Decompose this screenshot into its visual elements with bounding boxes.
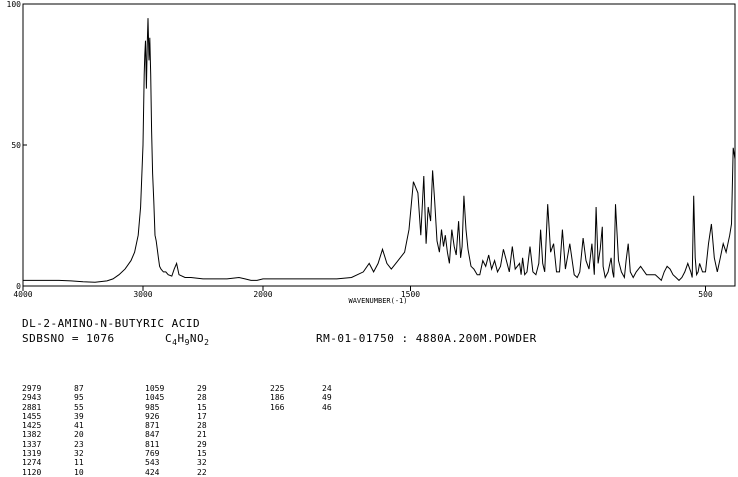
- peak-table-column-1: 2979 87 2943 95 2881 55 1455 39 1425 41 1382 20 1337…: [22, 384, 84, 477]
- peak-wavenumber: 985: [145, 402, 160, 412]
- peak-row: 985 15: [145, 403, 207, 412]
- peak-row: 1382 20: [22, 430, 84, 439]
- peak-row: 1455 39: [22, 412, 84, 421]
- y-tick-label: 50: [11, 141, 21, 150]
- peak-wavenumber: 2881: [22, 402, 42, 412]
- peak-row: 926 17: [145, 412, 207, 421]
- peak-row: 1274 11: [22, 458, 84, 467]
- peak-wavenumber: 1455: [22, 411, 42, 421]
- y-tick-label: 100: [7, 0, 22, 9]
- peak-intensity: 17: [197, 411, 207, 421]
- peak-wavenumber: 769: [145, 449, 160, 459]
- peak-intensity: 95: [74, 393, 84, 403]
- peak-row: 811 29: [145, 440, 207, 449]
- peak-row: 2881 55: [22, 403, 84, 412]
- peak-wavenumber: 871: [145, 421, 160, 431]
- peak-wavenumber: 1425: [22, 421, 42, 431]
- peak-intensity: 20: [74, 430, 84, 440]
- peak-intensity: 32: [74, 449, 84, 459]
- peak-wavenumber: 1382: [22, 430, 42, 440]
- peak-wavenumber: 926: [145, 411, 160, 421]
- peak-intensity: 49: [322, 393, 332, 403]
- peak-table-column-2: 1059 29 1045 28 985 15 926 17 871 28 847 21 811 29 769…: [145, 384, 207, 477]
- peak-intensity: 55: [74, 402, 84, 412]
- formula-h-count: 9: [184, 338, 190, 347]
- peak-row: 1425 41: [22, 421, 84, 430]
- peak-intensity: 15: [197, 449, 207, 459]
- peak-wavenumber: 1337: [22, 439, 42, 449]
- peak-intensity: 23: [74, 439, 84, 449]
- peak-wavenumber: 2979: [22, 384, 42, 393]
- sdbs-number: SDBSNO = 1076: [22, 332, 115, 345]
- formula-h: H: [177, 332, 185, 345]
- peak-wavenumber: 1120: [22, 467, 42, 477]
- peak-row: 769 15: [145, 449, 207, 458]
- peak-row: 424 22: [145, 468, 207, 477]
- compound-name: DL-2-AMINO-N-BUTYRIC ACID: [22, 317, 201, 330]
- peak-row: 225 24: [270, 384, 332, 393]
- peak-wavenumber: 847: [145, 430, 160, 440]
- peak-row: 2943 95: [22, 393, 84, 402]
- molecular-formula: C4H9NO2: [165, 332, 210, 348]
- formula-o-count: 2: [204, 338, 210, 347]
- ir-spectrum-chart: 0 50 100 4000 3000 2000 1500 500 WAVENUMBER(-1): [7, 0, 736, 305]
- x-tick-label: 1500: [401, 290, 420, 299]
- peak-intensity: 10: [74, 467, 84, 477]
- peak-row: 1120 10: [22, 468, 84, 477]
- peak-row: 543 32: [145, 458, 207, 467]
- peak-intensity: 39: [74, 411, 84, 421]
- peak-intensity: 32: [197, 458, 207, 468]
- peak-row: 1045 28: [145, 393, 207, 402]
- peak-intensity: 22: [197, 467, 207, 477]
- peak-intensity: 21: [197, 430, 207, 440]
- formula-n: NO: [189, 332, 205, 345]
- peak-row: 1337 23: [22, 440, 84, 449]
- peak-wavenumber: 1274: [22, 458, 42, 468]
- peak-intensity: 46: [322, 402, 332, 412]
- peak-wavenumber: 1319: [22, 449, 42, 459]
- peak-intensity: 29: [197, 384, 207, 393]
- x-tick-label: 500: [698, 290, 713, 299]
- peak-row: 166 46: [270, 403, 332, 412]
- peak-row: 1319 32: [22, 449, 84, 458]
- peak-row: 186 49: [270, 393, 332, 402]
- peak-intensity: 24: [322, 384, 332, 393]
- peak-row: 1059 29: [145, 384, 207, 393]
- peak-intensity: 28: [197, 393, 207, 403]
- x-tick-label: 4000: [13, 290, 32, 299]
- peak-table-column-3: 225 24 186 49 166 46: [270, 384, 332, 412]
- peak-wavenumber: 186: [270, 393, 285, 403]
- peak-wavenumber: 1045: [145, 393, 165, 403]
- peak-wavenumber: 1059: [145, 384, 165, 393]
- peak-intensity: 87: [74, 384, 84, 393]
- peak-intensity: 15: [197, 402, 207, 412]
- peak-intensity: 41: [74, 421, 84, 431]
- x-tick-label: 2000: [253, 290, 272, 299]
- run-info: RM-01-01750 : 4880A.200M.POWDER: [316, 332, 537, 345]
- formula-c-count: 4: [172, 338, 178, 347]
- x-axis-label: WAVENUMBER(-1): [348, 297, 407, 305]
- y-tick-label: 0: [16, 282, 21, 291]
- peak-row: 847 21: [145, 430, 207, 439]
- peak-wavenumber: 225: [270, 384, 285, 393]
- spectrum-trace: [23, 18, 736, 283]
- peak-wavenumber: 424: [145, 467, 160, 477]
- peak-wavenumber: 543: [145, 458, 160, 468]
- formula-c: C: [165, 332, 173, 345]
- peak-intensity: 11: [74, 458, 84, 468]
- x-tick-label: 3000: [133, 290, 152, 299]
- peak-row: 871 28: [145, 421, 207, 430]
- peak-intensity: 29: [197, 439, 207, 449]
- peak-wavenumber: 2943: [22, 393, 42, 403]
- peak-row: 2979 87: [22, 384, 84, 393]
- peak-wavenumber: 166: [270, 402, 285, 412]
- peak-intensity: 28: [197, 421, 207, 431]
- peak-wavenumber: 811: [145, 439, 160, 449]
